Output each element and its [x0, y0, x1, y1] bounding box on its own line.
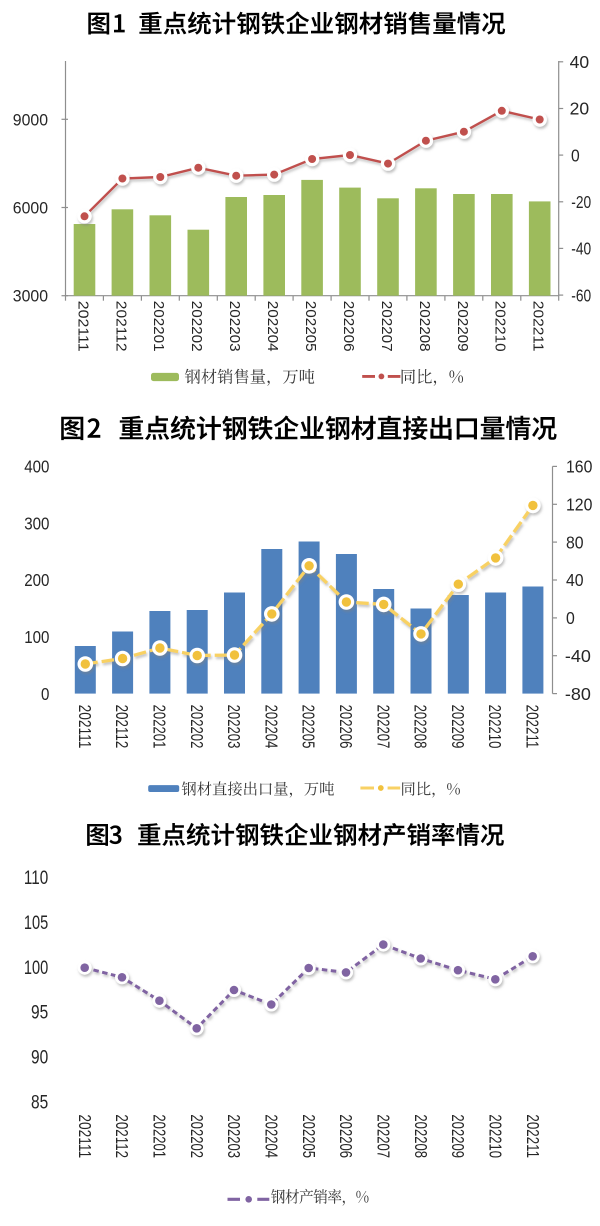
- svg-text:202208: 202208: [411, 705, 431, 749]
- svg-text:202205: 202205: [299, 1114, 319, 1158]
- svg-text:-80: -80: [565, 684, 591, 704]
- svg-text:202208: 202208: [416, 301, 433, 352]
- svg-text:400: 400: [24, 457, 49, 477]
- svg-text:-20: -20: [571, 192, 591, 212]
- svg-text:9000: 9000: [13, 110, 48, 129]
- svg-text:202206: 202206: [336, 1114, 356, 1158]
- svg-text:120: 120: [566, 494, 593, 514]
- svg-text:202207: 202207: [373, 705, 393, 749]
- svg-text:40: 40: [566, 570, 584, 590]
- svg-text:202112: 202112: [112, 301, 129, 352]
- svg-text:0: 0: [566, 608, 575, 628]
- svg-text:202202: 202202: [188, 301, 205, 352]
- svg-text:202203: 202203: [226, 301, 243, 352]
- svg-text:0: 0: [571, 145, 580, 165]
- svg-text:202209: 202209: [448, 705, 468, 749]
- svg-text:202201: 202201: [150, 705, 170, 749]
- svg-text:160: 160: [566, 457, 593, 477]
- svg-text:202210: 202210: [492, 301, 509, 352]
- svg-text:3000: 3000: [13, 287, 48, 306]
- svg-text:100: 100: [24, 958, 48, 979]
- svg-text:95: 95: [31, 1003, 48, 1024]
- svg-text:202111: 202111: [75, 1114, 95, 1158]
- svg-text:0: 0: [41, 684, 50, 704]
- svg-text:202211: 202211: [530, 301, 547, 352]
- svg-text:110: 110: [24, 868, 48, 889]
- svg-text:-60: -60: [571, 285, 591, 305]
- svg-text:202207: 202207: [378, 301, 395, 352]
- svg-text:202207: 202207: [373, 1114, 393, 1158]
- svg-text:105: 105: [24, 913, 48, 934]
- svg-text:90: 90: [31, 1048, 48, 1069]
- svg-text:202112: 202112: [112, 705, 132, 749]
- svg-text:202203: 202203: [224, 1114, 244, 1158]
- svg-text:202111: 202111: [74, 301, 91, 352]
- svg-text:202205: 202205: [299, 705, 319, 749]
- svg-text:202204: 202204: [261, 1114, 281, 1158]
- svg-text:202210: 202210: [485, 705, 505, 749]
- svg-text:202205: 202205: [302, 301, 319, 352]
- svg-text:300: 300: [24, 513, 49, 533]
- svg-text:202209: 202209: [454, 301, 471, 352]
- svg-text:-40: -40: [571, 239, 591, 259]
- svg-text:202210: 202210: [485, 1114, 505, 1158]
- svg-text:202211: 202211: [523, 705, 543, 749]
- svg-text:202203: 202203: [224, 705, 244, 749]
- svg-text:202209: 202209: [448, 1114, 468, 1158]
- svg-text:202204: 202204: [264, 301, 281, 352]
- svg-text:202111: 202111: [75, 705, 95, 749]
- svg-text:202202: 202202: [187, 1114, 207, 1158]
- svg-text:202208: 202208: [411, 1114, 431, 1158]
- svg-text:202202: 202202: [187, 705, 207, 749]
- svg-text:85: 85: [31, 1093, 48, 1114]
- svg-text:100: 100: [24, 627, 49, 647]
- svg-text:202206: 202206: [340, 301, 357, 352]
- svg-text:202201: 202201: [150, 301, 167, 352]
- svg-text:202204: 202204: [261, 705, 281, 749]
- svg-text:202201: 202201: [150, 1114, 170, 1158]
- svg-text:20: 20: [570, 99, 590, 119]
- svg-text:80: 80: [566, 532, 584, 552]
- svg-text:-40: -40: [565, 646, 591, 666]
- svg-text:6000: 6000: [13, 199, 48, 218]
- svg-text:202211: 202211: [523, 1114, 543, 1158]
- svg-text:200: 200: [24, 570, 49, 590]
- svg-text:202206: 202206: [336, 705, 356, 749]
- svg-text:202112: 202112: [112, 1114, 132, 1158]
- svg-text:40: 40: [570, 52, 590, 72]
